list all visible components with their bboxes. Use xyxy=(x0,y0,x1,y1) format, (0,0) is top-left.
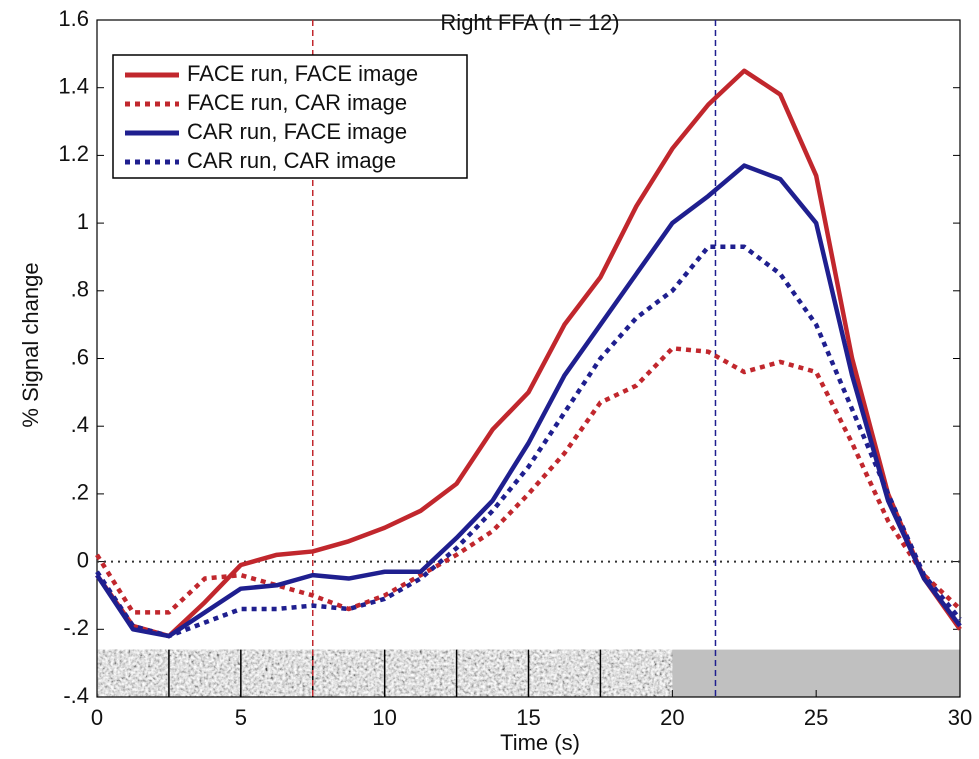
x-tick-label: 10 xyxy=(372,705,396,730)
legend-label: CAR run, FACE image xyxy=(187,119,407,144)
legend-label: FACE run, CAR image xyxy=(187,90,407,115)
blank-period xyxy=(672,649,960,697)
x-tick-label: 5 xyxy=(235,705,247,730)
y-axis-label: % Signal change xyxy=(18,262,43,427)
y-tick-label: .6 xyxy=(71,344,89,369)
x-axis-label: Time (s) xyxy=(500,730,580,755)
series-line xyxy=(95,163,962,639)
y-tick-label: 1 xyxy=(77,209,89,234)
y-tick-label: 1.6 xyxy=(58,6,89,31)
y-tick-label: -.2 xyxy=(63,615,89,640)
series-line xyxy=(95,68,962,639)
x-tick-label: 30 xyxy=(948,705,972,730)
y-tick-label: .4 xyxy=(71,412,89,437)
stimulus-strip xyxy=(97,649,960,697)
y-tick-label: -.4 xyxy=(63,683,89,708)
x-tick-label: 25 xyxy=(804,705,828,730)
y-tick-label: .8 xyxy=(71,277,89,302)
x-tick-label: 20 xyxy=(660,705,684,730)
x-tick-label: 0 xyxy=(91,705,103,730)
y-tick-label: .2 xyxy=(71,480,89,505)
legend-label: CAR run, CAR image xyxy=(187,148,396,173)
y-tick-label: 0 xyxy=(77,547,89,572)
chart-title: Right FFA (n = 12) xyxy=(440,10,619,35)
legend-label: FACE run, FACE image xyxy=(187,61,418,86)
y-tick-label: 1.4 xyxy=(58,74,89,99)
x-tick-label: 15 xyxy=(516,705,540,730)
series-line xyxy=(95,244,962,639)
y-tick-label: 1.2 xyxy=(58,141,89,166)
plot-area xyxy=(95,19,962,698)
